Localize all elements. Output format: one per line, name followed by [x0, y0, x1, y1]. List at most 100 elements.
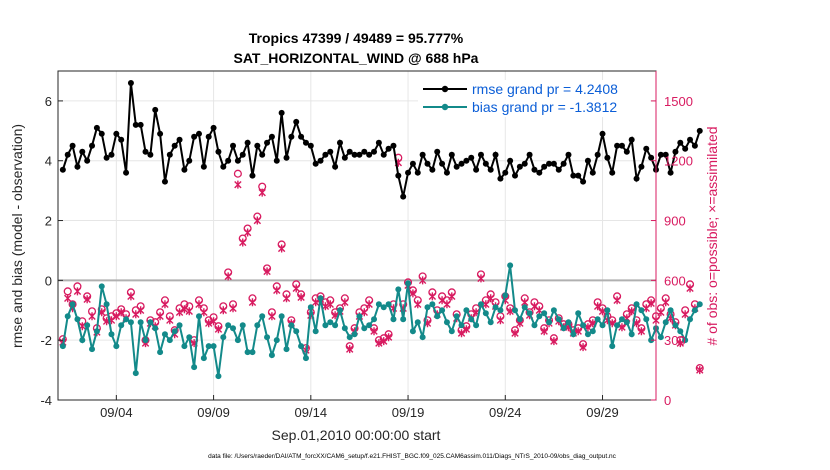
obs-count-markers — [58, 153, 704, 375]
chart-subtitle: SAT_HORIZONTAL_WIND @ 688 hPa — [234, 50, 479, 66]
bias-point — [424, 304, 431, 311]
bias-point — [225, 322, 232, 329]
obs-assimilated-marker — [195, 300, 203, 309]
bias-point — [176, 322, 183, 329]
bias-point — [298, 343, 305, 350]
rmse-point — [687, 136, 694, 143]
plot-area — [58, 71, 656, 400]
rmse-point — [74, 163, 81, 170]
obs-assimilated-marker — [127, 292, 135, 301]
rmse-point — [336, 139, 343, 146]
bias-point — [341, 325, 348, 332]
bias-point — [273, 337, 280, 344]
bias-point — [375, 301, 382, 308]
obs-assimilated-marker — [205, 319, 213, 328]
obs-assimilated-marker — [540, 327, 548, 336]
bias-point — [662, 319, 669, 326]
rmse-point — [682, 145, 689, 152]
bias-point — [531, 322, 538, 329]
y-left-tick-label: 6 — [45, 94, 52, 109]
obs-assimilated-marker — [229, 304, 237, 313]
bias-point — [366, 322, 373, 329]
rmse-point — [332, 163, 339, 170]
obs-assimilated-marker — [627, 307, 636, 316]
rmse-point — [633, 175, 640, 182]
bias-point — [356, 313, 363, 320]
bias-point — [657, 334, 664, 341]
bias-point — [244, 349, 251, 356]
bias-point — [555, 316, 562, 323]
obs-assimilated-marker — [297, 293, 305, 302]
rmse-point — [259, 151, 266, 158]
obs-assimilated-marker — [180, 305, 189, 314]
bias-point — [492, 304, 499, 311]
bias-point — [191, 364, 198, 371]
rmse-point — [691, 142, 698, 149]
obs-assimilated-marker — [496, 316, 505, 325]
rmse-point — [623, 148, 630, 155]
bias-point — [672, 322, 679, 329]
rmse-point — [439, 160, 446, 167]
bias-point — [171, 328, 178, 335]
bias-point — [307, 304, 314, 311]
bias-point — [108, 331, 115, 338]
y-right-tick-label: 1500 — [664, 94, 693, 109]
bias-point — [497, 307, 504, 314]
bias-point — [74, 316, 81, 323]
obs-assimilated-marker — [268, 312, 276, 321]
rmse-point — [283, 154, 290, 161]
bias-point — [502, 292, 509, 299]
bias-point — [414, 319, 421, 326]
bias-point — [157, 349, 164, 356]
rmse-point — [477, 151, 484, 158]
y-left-tick-label: 2 — [45, 214, 52, 229]
rmse-point — [84, 157, 91, 164]
bias-point — [443, 319, 450, 326]
obs-assimilated-marker — [73, 287, 82, 296]
rmse-point — [123, 169, 130, 176]
bias-point — [89, 346, 96, 353]
rmse-point — [487, 166, 494, 173]
rmse-point — [560, 160, 567, 167]
chart-title: Tropics 47399 / 49489 = 95.777% — [249, 30, 464, 46]
rmse-point — [492, 151, 499, 158]
bias-point — [332, 322, 339, 329]
bias-point — [123, 316, 130, 323]
rmse-point — [512, 172, 519, 179]
bias-point — [580, 322, 587, 329]
rmse-point — [463, 157, 470, 164]
rmse-point — [166, 151, 173, 158]
obs-assimilated-marker — [487, 294, 495, 303]
rmse-point — [293, 118, 300, 125]
bias-point — [118, 322, 125, 329]
rmse-point — [448, 151, 455, 158]
bias-point — [482, 310, 489, 317]
bias-point — [186, 334, 193, 341]
obs-assimilated-marker — [273, 286, 281, 295]
obs-assimilated-marker — [662, 298, 670, 307]
obs-assimilated-marker — [681, 310, 689, 319]
obs-assimilated-marker — [696, 366, 704, 375]
rmse-point — [200, 163, 207, 170]
bias-point — [259, 313, 266, 320]
bias-point — [147, 319, 154, 326]
rmse-point — [366, 151, 373, 158]
bias-point — [234, 337, 241, 344]
bias-point — [84, 322, 91, 329]
bias-point — [521, 304, 528, 311]
legend: rmse grand pr = 4.2408 bias grand pr = -… — [418, 80, 650, 117]
rmse-point — [550, 160, 557, 167]
rmse-point — [98, 130, 105, 137]
obs-assimilated-marker — [277, 244, 286, 253]
bias-point — [584, 331, 591, 338]
bias-point — [385, 301, 392, 308]
bias-point — [677, 328, 684, 335]
obs-assimilated-marker — [234, 180, 242, 189]
bias-point — [166, 337, 173, 344]
rmse-point — [375, 139, 382, 146]
bias-point — [468, 316, 475, 323]
bias-point — [473, 322, 480, 329]
rmse-point — [643, 145, 650, 152]
x-tick-label: 09/04 — [100, 405, 133, 420]
